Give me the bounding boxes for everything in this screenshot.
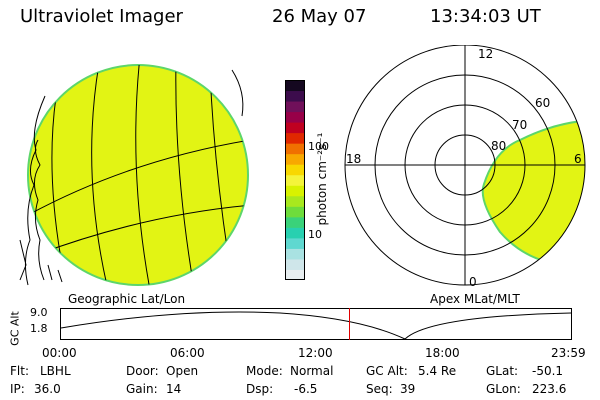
colorbar-unit-label: photon cm⁻²s⁻¹ xyxy=(315,132,329,226)
mlat-label-60: 60 xyxy=(535,96,551,110)
right-panel-caption: Apex MLat/MLT xyxy=(430,292,520,306)
seq-label: Seq: xyxy=(366,382,393,396)
colorbar-cell xyxy=(285,185,305,197)
auroral-disk xyxy=(27,64,249,286)
altitude-trace xyxy=(60,311,572,340)
left-panel-caption: Geographic Lat/Lon xyxy=(68,292,186,306)
gain-value: 14 xyxy=(166,382,182,396)
colorbar-tick-10: 10 xyxy=(308,228,322,241)
colorbar-cell xyxy=(285,227,305,239)
mlt-label-0: 0 xyxy=(469,275,477,289)
colorbar-cell xyxy=(285,174,305,186)
geographic-image xyxy=(19,64,249,286)
coastline-outlines xyxy=(19,69,244,286)
mlt-label-18: 18 xyxy=(346,152,362,166)
mlt-label-12: 12 xyxy=(478,47,494,61)
colorbar-cell xyxy=(285,164,305,176)
colorbar-cell xyxy=(285,111,305,123)
door-label: Door: xyxy=(126,364,159,378)
colorbar-cell xyxy=(285,237,305,249)
mode-value: Normal xyxy=(290,364,334,378)
date-label: 26 May 07 xyxy=(272,6,367,27)
flt-label: Flt: xyxy=(10,364,29,378)
colorbar-cell xyxy=(285,216,305,228)
timeline-xtick-0: 00:00 xyxy=(42,346,77,360)
ip-value: 36.0 xyxy=(34,382,61,396)
dsp-label: Dsp: xyxy=(246,382,274,396)
timeline-ytick-bottom: 1.8 xyxy=(30,322,48,335)
ip-label: IP: xyxy=(10,382,25,396)
timeline-strip xyxy=(60,308,572,340)
door-value: Open xyxy=(166,364,199,378)
timeline-xtick-2: 12:00 xyxy=(298,346,333,360)
polar-grid xyxy=(344,45,586,286)
gain-label: Gain: xyxy=(126,382,158,396)
colorbar-tick-100: 100 xyxy=(308,140,329,153)
colorbar-cell xyxy=(285,258,305,270)
timeline-xtick-4: 23:59 xyxy=(551,346,586,360)
timeline-xtick-3: 18:00 xyxy=(425,346,460,360)
mode-label: Mode: xyxy=(246,364,283,378)
glon-label: GLon: xyxy=(486,382,521,396)
colorbar-cell xyxy=(285,206,305,218)
colorbar-cell xyxy=(285,248,305,260)
instrument-title: Ultraviolet Imager xyxy=(20,6,183,27)
timeline-xtick-1: 06:00 xyxy=(170,346,205,360)
glat-value: -50.1 xyxy=(532,364,564,378)
flt-value: LBHL xyxy=(40,364,71,378)
glon-value: 223.6 xyxy=(532,382,567,396)
colorbar-cell xyxy=(285,153,305,165)
colorbar-cell xyxy=(285,101,305,113)
latlon-grid xyxy=(28,65,248,285)
colorbar-cell xyxy=(285,122,305,134)
glat-label: GLat: xyxy=(486,364,519,378)
colorbar-cell xyxy=(285,90,305,102)
colorbar-cell xyxy=(285,80,305,92)
mlt-label-6: 6 xyxy=(574,152,582,166)
mlat-label-80: 80 xyxy=(491,139,507,153)
timeline-axis-title: GC Alt xyxy=(8,311,22,346)
polar-plot xyxy=(344,45,586,286)
gcalt-value: 5.4 Re xyxy=(418,364,457,378)
colorbar-cell xyxy=(285,143,305,155)
mlat-label-70: 70 xyxy=(512,118,528,132)
colorbar-cell xyxy=(285,195,305,207)
colorbar-cell xyxy=(285,269,305,280)
colorbar xyxy=(285,80,305,280)
timeline-ytick-top: 9.0 xyxy=(30,306,48,319)
dsp-value: -6.5 xyxy=(294,382,318,396)
time-label: 13:34:03 UT xyxy=(430,6,541,27)
seq-value: 39 xyxy=(400,382,416,396)
colorbar-cell xyxy=(285,132,305,144)
gcalt-label: GC Alt: xyxy=(366,364,408,378)
